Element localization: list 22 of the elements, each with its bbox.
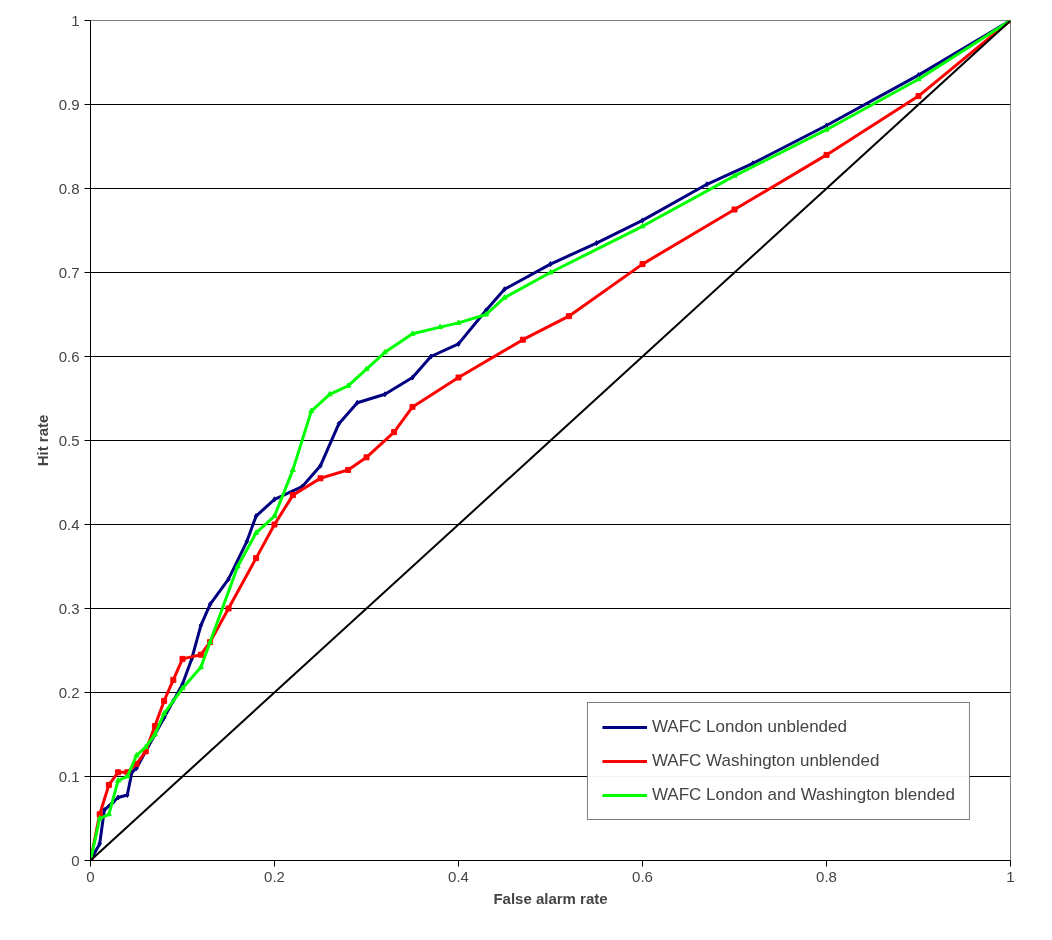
y-tick-label: 0 xyxy=(71,851,80,869)
x-axis-title: False alarm rate xyxy=(493,889,608,907)
y-tick-label: 0.4 xyxy=(58,515,80,533)
y-axis-title: Hit rate xyxy=(33,414,51,467)
x-tick-label: 0.8 xyxy=(816,867,837,885)
y-tick-label: 0.5 xyxy=(58,431,80,449)
y-tick-label: 0.3 xyxy=(58,599,80,617)
y-tick-label: 1 xyxy=(71,11,80,29)
x-tick-label: 0.6 xyxy=(632,867,653,885)
legend-label: WAFC Washington unblended xyxy=(651,751,880,771)
y-tick-label: 0.2 xyxy=(58,683,80,701)
x-tick-label: 0.4 xyxy=(448,867,469,885)
legend-label: WAFC London unblended xyxy=(651,717,847,737)
y-tick-label: 0.9 xyxy=(58,95,80,113)
y-tick-label: 0.1 xyxy=(58,767,80,785)
x-tick-label: 0 xyxy=(86,867,95,885)
y-tick-label: 0.6 xyxy=(58,347,80,365)
legend-label: WAFC London and Washington blended xyxy=(651,785,955,805)
y-tick-label: 0.7 xyxy=(58,263,80,281)
x-tick-label: 0.2 xyxy=(264,867,285,885)
y-tick-label: 0.8 xyxy=(58,179,80,197)
x-tick-label: 1 xyxy=(1006,867,1015,885)
